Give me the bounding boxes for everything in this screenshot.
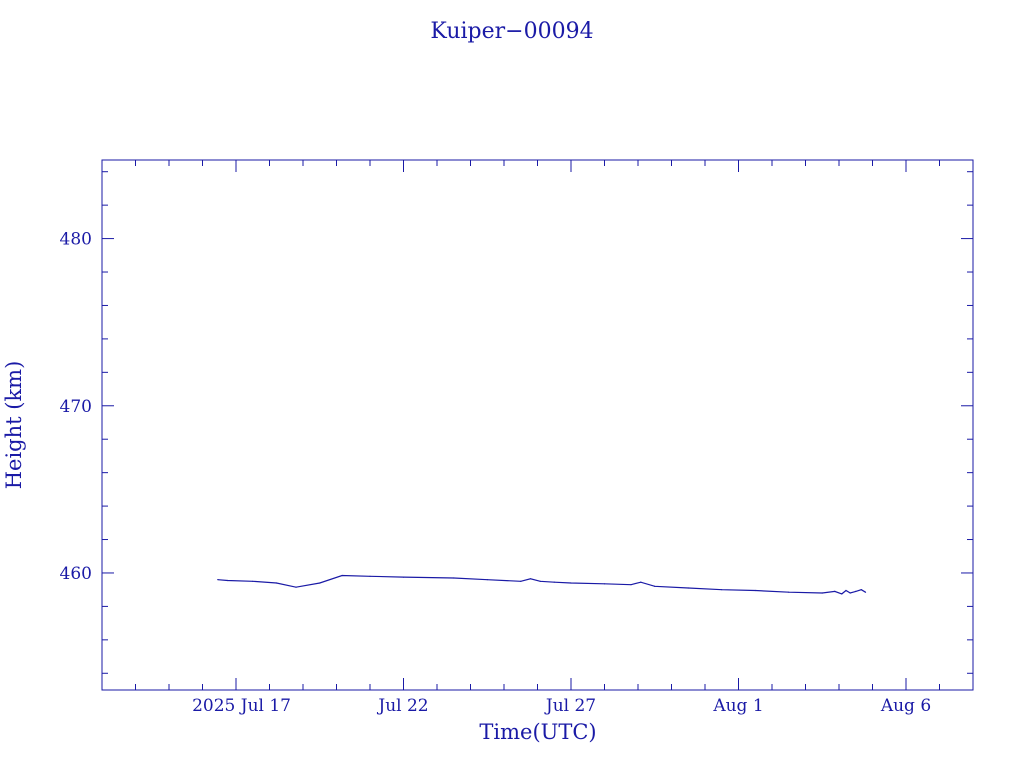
- x-tick-label: Aug 6: [880, 696, 931, 716]
- x-axis-label: Time(UTC): [479, 720, 596, 744]
- data-point: [486, 579, 488, 581]
- data-point: [570, 582, 572, 584]
- data-point: [520, 580, 522, 582]
- plot-frame: [101, 159, 974, 691]
- data-point: [630, 584, 632, 586]
- data-point: [788, 591, 790, 593]
- data-point: [687, 587, 689, 589]
- x-tick-labels: 2025 Jul 17 Jul 22 Jul 27 Aug 1 Aug 6: [192, 696, 931, 716]
- data-point: [860, 589, 862, 591]
- data-point: [402, 576, 405, 578]
- data-point: [341, 574, 343, 577]
- data-point: [275, 582, 278, 584]
- data-point: [855, 590, 857, 592]
- x-tick-label: 2025 Jul 17: [192, 696, 291, 716]
- x-tick-label: Jul 27: [544, 696, 596, 716]
- data-point: [821, 592, 823, 594]
- series-line: [217, 574, 866, 595]
- axis-ticks: [102, 160, 973, 690]
- data-point: [453, 577, 455, 579]
- y-tick-labels: 460 470 480: [60, 230, 92, 584]
- y-tick-label: 460: [60, 564, 92, 584]
- data-point: [217, 579, 219, 581]
- data-point: [864, 591, 867, 593]
- y-tick-label: 470: [60, 397, 92, 417]
- data-point: [252, 580, 254, 582]
- data-point: [227, 579, 229, 582]
- data-point: [319, 582, 321, 584]
- x-tick-label: Aug 1: [712, 696, 763, 716]
- data-point: [529, 578, 532, 580]
- data-point: [845, 589, 847, 592]
- data-point: [553, 581, 555, 583]
- data-point: [539, 580, 541, 582]
- data-point: [640, 581, 642, 583]
- y-axis-label: Height (km): [2, 361, 26, 490]
- x-tick-label: Jul 22: [376, 696, 428, 716]
- data-point: [369, 575, 371, 577]
- data-point: [849, 592, 851, 594]
- data-point: [834, 590, 836, 592]
- data-point: [603, 583, 606, 585]
- y-tick-label: 480: [60, 230, 92, 250]
- data-point: [654, 585, 656, 587]
- data-point: [721, 589, 723, 591]
- data-point: [754, 589, 756, 592]
- data-point: [295, 586, 297, 588]
- data-point: [841, 593, 843, 595]
- chart-title: Kuiper−00094: [430, 19, 593, 44]
- data-points: [217, 574, 867, 595]
